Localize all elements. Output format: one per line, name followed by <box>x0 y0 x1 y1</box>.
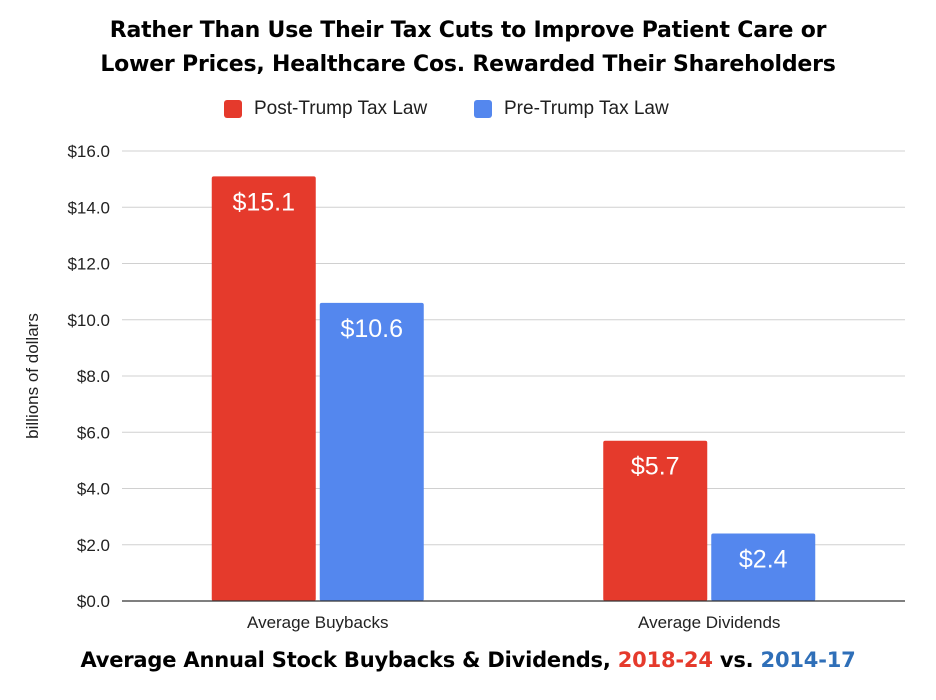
legend-label-pre: Pre-Trump Tax Law <box>504 98 669 119</box>
bar-value-label: $5.7 <box>631 453 680 481</box>
y-tick-label: $4.0 <box>77 480 110 499</box>
y-tick-label: $16.0 <box>67 142 110 161</box>
subtitle-middle: vs. <box>712 648 761 672</box>
y-axis-label: billions of dollars <box>23 313 42 439</box>
subtitle-post-period: 2018-24 <box>617 648 713 672</box>
y-tick-label: $10.0 <box>67 311 110 330</box>
legend-item-pre[interactable]: Pre-Trump Tax Law <box>474 98 669 120</box>
y-axis-tick-labels: $0.0 $2.0 $4.0 $6.0 $8.0 $10.0 $12.0 $14.0 $16.0 <box>67 142 110 611</box>
chart-title-line-1: Rather Than Use Their Tax Cuts to Improv… <box>109 18 827 43</box>
chart-title: Rather Than Use Their Tax Cuts to Improv… <box>0 14 936 82</box>
y-tick-label: $14.0 <box>67 198 110 217</box>
bar-value-label: $15.1 <box>232 188 295 216</box>
y-tick-label: $2.0 <box>77 536 110 555</box>
x-axis-category-labels: Average Buybacks Average Dividends <box>247 613 780 632</box>
legend: Post-Trump Tax Law Pre-Trump Tax Law <box>0 98 936 124</box>
chart-subtitle: Average Annual Stock Buybacks & Dividend… <box>0 648 936 672</box>
bars <box>211 176 816 602</box>
chart-title-line-2: Lower Prices, Healthcare Cos. Rewarded T… <box>100 52 836 77</box>
subtitle-pre-period: 2014-17 <box>760 648 856 672</box>
y-tick-label: $6.0 <box>77 423 110 442</box>
bar-value-label: $10.6 <box>340 315 403 343</box>
legend-label-post: Post-Trump Tax Law <box>254 98 428 119</box>
y-tick-label: $0.0 <box>77 592 110 611</box>
bar[interactable] <box>603 440 708 601</box>
bar[interactable] <box>711 533 816 602</box>
bar-value-label: $2.4 <box>739 546 788 574</box>
y-tick-label: $12.0 <box>67 255 110 274</box>
x-category-label: Average Dividends <box>638 613 780 632</box>
subtitle-prefix: Average Annual Stock Buybacks & Dividend… <box>80 648 618 672</box>
bar[interactable] <box>319 302 424 601</box>
legend-swatch-post <box>224 100 242 118</box>
y-tick-label: $8.0 <box>77 367 110 386</box>
bar[interactable] <box>211 176 316 601</box>
x-category-label: Average Buybacks <box>247 613 388 632</box>
legend-swatch-pre <box>474 100 492 118</box>
bar-data-labels: $15.1 $10.6 $5.7 $2.4 <box>232 188 787 573</box>
legend-item-post[interactable]: Post-Trump Tax Law <box>224 98 427 120</box>
